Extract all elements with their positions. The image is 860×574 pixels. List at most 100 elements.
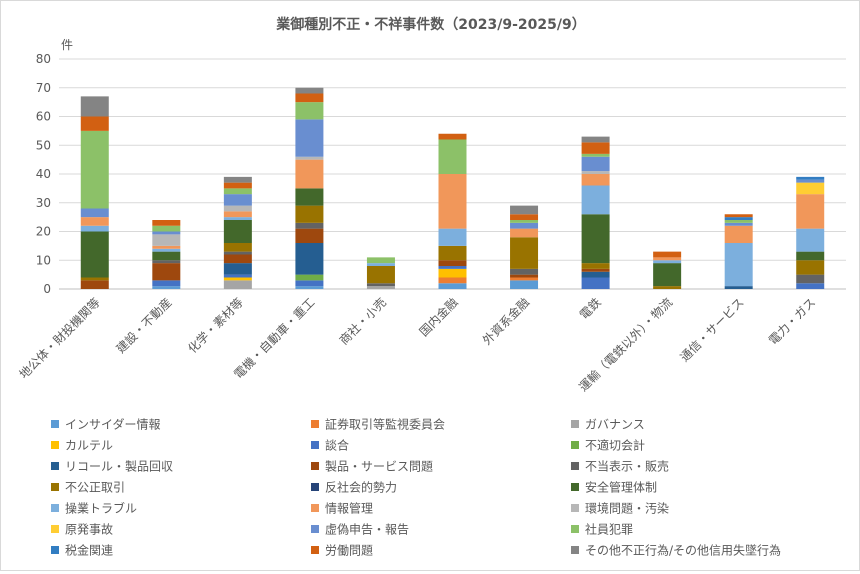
- y-tick-label: 0: [43, 282, 51, 296]
- bar-segment: [80, 231, 109, 278]
- bar-segment: [510, 268, 539, 275]
- x-tick-labels: 地公体・財投機関等 建設・不動産 化学・素材等電機・自動車・重工 商社・小売 国内金融外…: [16, 295, 818, 395]
- bar-segment: [581, 153, 610, 157]
- x-tick-label: 建設・不動産: [113, 295, 175, 357]
- legend-item: 談合: [311, 438, 349, 453]
- x-tick-label: 商社・小売: [336, 295, 389, 348]
- legend-item: 社員犯罪: [571, 522, 633, 537]
- bar-segment: [80, 116, 109, 131]
- bar-segment: [438, 283, 467, 289]
- bar-segment: [295, 280, 324, 287]
- legend-label: カルテル: [65, 439, 113, 453]
- bar-segment: [796, 260, 825, 275]
- y-tick-label: 80: [36, 52, 51, 66]
- y-tick-labels: 0 10 20 30 40 50 60 70 80: [36, 52, 51, 296]
- bar-segment: [724, 243, 753, 287]
- x-tick-label: 国内金融: [416, 295, 461, 340]
- legend-swatch: [311, 483, 319, 491]
- legend-swatch: [51, 441, 59, 449]
- legend-item: 製品・サービス問題: [311, 460, 433, 474]
- bar-segment: [581, 214, 610, 264]
- legend-swatch: [311, 525, 319, 533]
- bar-segment: [581, 268, 610, 272]
- legend-label: 操業トラブル: [65, 501, 137, 516]
- legend-label: 証券取引等監視委員会: [325, 417, 445, 432]
- bar-segment: [223, 243, 252, 252]
- bar-segment: [80, 208, 109, 218]
- bar-segment: [796, 182, 825, 195]
- bar-segment: [653, 251, 682, 258]
- bar-segment: [80, 280, 109, 289]
- legend-swatch: [311, 504, 319, 512]
- bar-segment: [510, 237, 539, 269]
- bar-segment: [438, 266, 467, 269]
- legend-item: 不公正取引: [51, 481, 125, 495]
- bar-segment: [581, 171, 610, 174]
- bar-segment: [653, 260, 682, 264]
- bar-segment: [438, 260, 467, 266]
- bar-segment: [223, 188, 252, 195]
- bar-segment: [581, 263, 610, 269]
- x-tick-label: 地公体・財投機関等: [16, 295, 103, 382]
- bar-segment: [438, 133, 467, 140]
- bar-segment: [295, 274, 324, 281]
- bar-segment: [223, 176, 252, 183]
- bars: [80, 87, 825, 289]
- legend-item: リコール・製品回収: [51, 460, 173, 474]
- bar-segment: [366, 263, 395, 266]
- bar-segment: [223, 263, 252, 275]
- bar-segment: [80, 225, 109, 232]
- bar-segment: [366, 266, 395, 284]
- legend-item: ガバナンス: [571, 418, 645, 432]
- legend-swatch: [311, 462, 319, 470]
- x-tick-label: 化学・素材等: [184, 295, 246, 357]
- bar-segment: [510, 277, 539, 281]
- legend-item: 情報管理: [311, 501, 373, 516]
- legend-item: カルテル: [51, 439, 113, 453]
- bar-segment: [152, 260, 181, 264]
- bar-segment: [724, 225, 753, 243]
- bar-segment: [295, 102, 324, 120]
- bar-segment: [223, 194, 252, 206]
- bar-segment: [223, 251, 252, 255]
- legend-label: 虚偽申告・報告: [325, 523, 409, 537]
- bar-segment: [295, 188, 324, 206]
- bar-segment: [152, 245, 181, 249]
- legend-swatch: [51, 483, 59, 491]
- legend-swatch: [311, 420, 319, 428]
- legend-swatch: [571, 462, 579, 470]
- y-tick-label: 20: [36, 225, 51, 239]
- bar-segment: [223, 274, 252, 278]
- bar-segment: [295, 87, 324, 94]
- bar-segment: [80, 130, 109, 209]
- bar-segment: [295, 156, 324, 160]
- bar-segment: [295, 286, 324, 289]
- bar-segment: [80, 217, 109, 226]
- bar-segment: [796, 274, 825, 284]
- bar-segment: [223, 217, 252, 220]
- bar-segment: [796, 194, 825, 229]
- legend-swatch: [311, 546, 319, 554]
- bar-segment: [438, 139, 467, 174]
- bar-segment: [295, 228, 324, 243]
- bar-segment: [438, 277, 467, 284]
- bar-segment: [295, 243, 324, 275]
- y-tick-label: 60: [36, 110, 51, 124]
- bar-segment: [223, 277, 252, 281]
- bar-segment: [295, 159, 324, 189]
- legend-item: 反社会的勢力: [311, 480, 397, 495]
- legend-label: 製品・サービス問題: [325, 460, 433, 474]
- legend-swatch: [51, 462, 59, 470]
- legend-swatch: [571, 525, 579, 533]
- legend-label: 情報管理: [325, 501, 373, 516]
- bar-segment: [152, 263, 181, 281]
- bar-segment: [152, 251, 181, 261]
- legend-label: 安全管理体制: [585, 480, 657, 495]
- bar-segment: [796, 283, 825, 289]
- chart-title: 業御種別不正・不祥事件数（2023/9-2025/9）: [275, 16, 585, 33]
- legend-label: 原発事故: [65, 522, 113, 537]
- bar-segment: [223, 220, 252, 243]
- bar-segment: [438, 268, 467, 278]
- legend-label: 労働問題: [325, 544, 373, 558]
